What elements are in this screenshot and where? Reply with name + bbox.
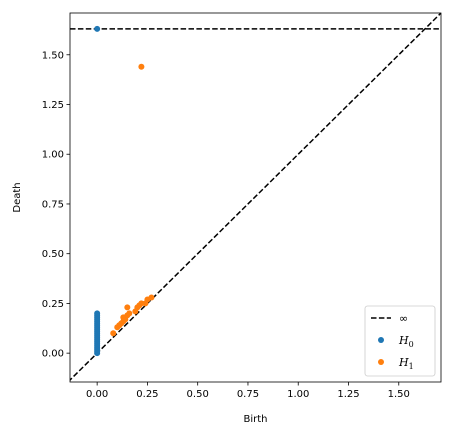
x-tick-label: 0.50: [187, 389, 209, 400]
x-tick-label: 1.25: [337, 389, 359, 400]
y-tick-label: 0.50: [42, 249, 64, 260]
point-h1: [148, 294, 155, 301]
point-h1: [110, 330, 117, 337]
x-tick-label: 1.50: [388, 389, 410, 400]
diagonal-line: [70, 13, 441, 382]
y-axis-label: Death: [12, 182, 23, 212]
legend-marker-h1: [378, 359, 384, 365]
ticks-layer: 0.00 0.25 0.50 0.75 1.00 1.25 1.50 0.00 0.25 0.50…: [42, 50, 410, 400]
point-h1: [124, 304, 131, 311]
y-tick-label: 1.00: [42, 150, 64, 161]
point-h0: [94, 310, 101, 317]
data-layer: [70, 13, 441, 382]
y-tick-label: 1.50: [42, 50, 64, 61]
y-tick-label: 1.25: [42, 100, 64, 111]
legend-infinity-label: ∞: [399, 312, 408, 325]
point-h1: [138, 63, 145, 70]
legend-marker-h0: [378, 337, 384, 343]
point-h0: [94, 25, 101, 32]
x-tick-label: 0.25: [136, 389, 158, 400]
y-tick-label: 0.00: [42, 349, 64, 360]
x-tick-label: 1.00: [287, 389, 309, 400]
y-tick-label: 0.75: [42, 199, 64, 210]
point-h1: [126, 310, 133, 317]
x-axis-label: Birth: [243, 414, 267, 425]
plot-area: [70, 13, 441, 382]
x-tick-label: 0.00: [86, 389, 108, 400]
legend-box: [364, 305, 436, 377]
x-tick-label: 0.75: [237, 389, 259, 400]
plot-frame: [69, 12, 442, 383]
y-tick-label: 0.25: [42, 299, 64, 310]
